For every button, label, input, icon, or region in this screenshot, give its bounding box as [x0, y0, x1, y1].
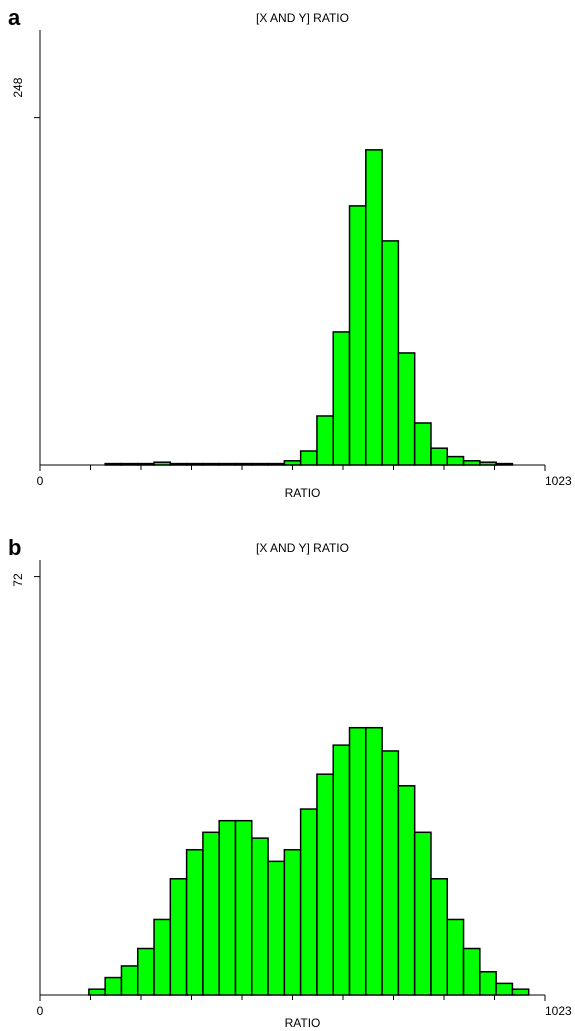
histogram-bar: [169, 878, 188, 996]
histogram-bar: [397, 785, 416, 996]
histogram-bar: [153, 918, 172, 996]
histogram-bar: [381, 750, 400, 996]
histogram-bar: [430, 878, 449, 996]
histogram-bar: [267, 860, 286, 996]
histogram-bar: [283, 848, 302, 996]
histogram-bar: [218, 819, 237, 996]
histogram-bar: [397, 352, 416, 466]
histogram-bar: [430, 447, 449, 466]
histogram-bar: [348, 726, 367, 996]
histogram-bar: [381, 240, 400, 466]
x-tick-label: 0: [37, 474, 44, 488]
x-axis-label: RATIO: [285, 1016, 321, 1030]
histogram-bar: [251, 837, 269, 996]
histogram-bar: [365, 149, 383, 466]
histogram-bar: [88, 988, 106, 996]
chart-title: [X AND Y] RATIO: [256, 11, 349, 25]
histogram-bar: [185, 848, 204, 996]
x-tick-label: 1023: [545, 474, 572, 488]
panel-label: b: [8, 535, 21, 560]
histogram-bar: [332, 331, 351, 466]
histogram-bar: [283, 460, 302, 466]
histogram-bar: [365, 726, 383, 996]
histogram-bar: [299, 450, 318, 466]
histogram-bar: [234, 819, 253, 996]
histogram-bar: [446, 455, 465, 466]
y-tick-label: 72: [11, 573, 25, 587]
histogram-bar: [332, 744, 351, 996]
histogram-bar: [316, 415, 334, 466]
histogram-bar: [299, 808, 318, 996]
chart-title: [X AND Y] RATIO: [256, 541, 349, 555]
histogram-bar: [348, 205, 367, 466]
panel-label: a: [8, 5, 21, 30]
histogram-bar: [446, 918, 465, 996]
histogram-bar: [202, 831, 220, 996]
histogram-bar: [413, 831, 432, 996]
histogram-bar: [104, 976, 123, 996]
y-tick-label: 248: [11, 77, 25, 97]
histogram-bar: [479, 971, 497, 996]
histogram-bar: [495, 982, 514, 996]
x-axis-label: RATIO: [285, 486, 321, 500]
histogram-bar: [136, 947, 155, 996]
histogram-bar: [462, 947, 481, 996]
histogram-bar: [413, 422, 432, 466]
x-tick-label: 0: [37, 1004, 44, 1018]
x-tick-label: 1023: [545, 1004, 572, 1018]
histogram-bar: [462, 460, 481, 466]
histogram-bar: [511, 988, 530, 996]
histogram-bar: [120, 965, 139, 996]
histogram-bar: [316, 773, 334, 996]
